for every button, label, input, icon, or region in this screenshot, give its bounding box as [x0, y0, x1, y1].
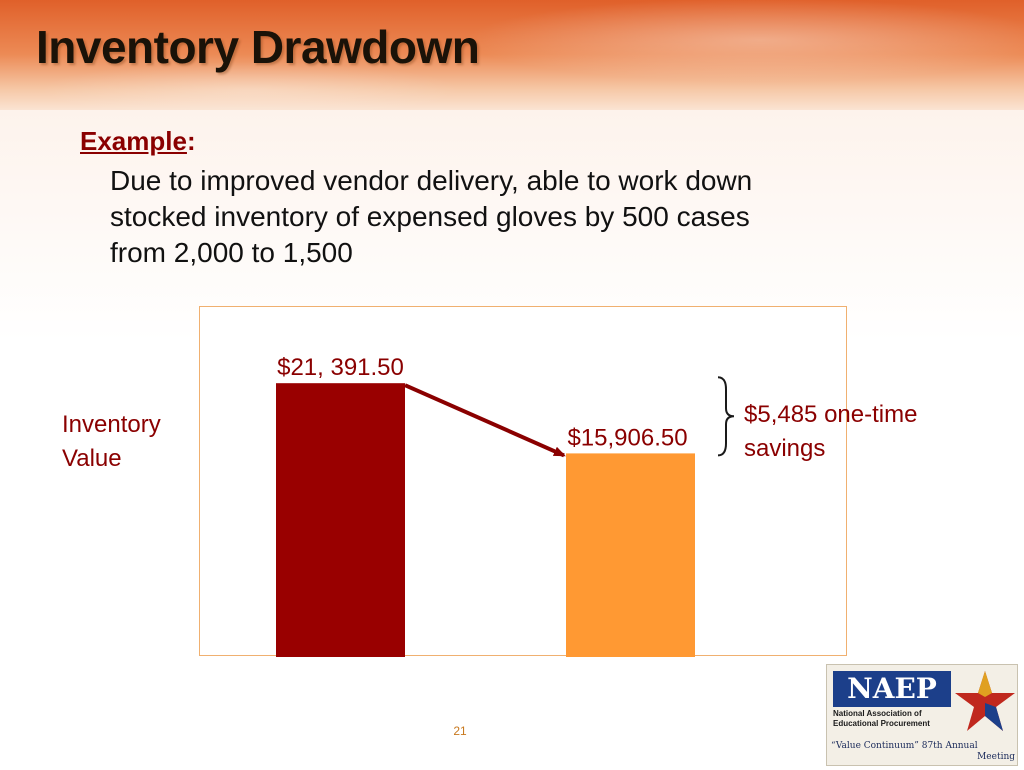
- y-axis-label: Inventory Value: [62, 408, 161, 476]
- y-axis-label-line: Value: [62, 445, 122, 472]
- savings-annotation: $5,485 one-time savings: [744, 398, 917, 466]
- bar-1: [276, 383, 405, 657]
- description-line: stocked inventory of expensed gloves by …: [110, 201, 750, 232]
- naep-logo: NAEP National Association of Educational…: [826, 664, 1018, 766]
- logo-tagline-line: “Value Continuum” 87th Annual: [831, 741, 978, 751]
- bar-2: [566, 453, 695, 657]
- logo-subtitle: National Association of Educational Proc…: [833, 709, 953, 729]
- savings-annotation-line: $5,485 one-time: [744, 401, 918, 428]
- y-axis-label-line: Inventory: [62, 411, 161, 438]
- logo-wordmark: NAEP: [833, 671, 951, 707]
- header-band: [0, 0, 1024, 120]
- savings-annotation-line: savings: [744, 435, 826, 462]
- description-line: from 2,000 to 1,500: [110, 237, 353, 268]
- example-label: Example: [80, 126, 187, 156]
- logo-subtitle-line: Educational Procurement: [833, 719, 930, 728]
- example-colon: :: [186, 126, 196, 156]
- logo-tagline: “Value Continuum” 87th Annual Meeting: [831, 741, 1015, 763]
- example-description: Due to improved vendor delivery, able to…: [110, 163, 930, 271]
- header-decoration: [0, 0, 1024, 120]
- bar-value-label: $15,906.50: [567, 424, 687, 451]
- logo-tagline-line: Meeting: [977, 752, 1015, 762]
- drop-arrow: [404, 383, 566, 458]
- savings-brace: [717, 376, 735, 457]
- bar-value-label: $21, 391.50: [277, 354, 404, 381]
- description-line: Due to improved vendor delivery, able to…: [110, 165, 753, 196]
- star-icon: [955, 671, 1015, 731]
- page-title: Inventory Drawdown: [36, 21, 480, 73]
- logo-subtitle-line: National Association of: [833, 709, 922, 718]
- example-heading: Example:: [80, 126, 196, 157]
- page-number: 21: [453, 724, 467, 738]
